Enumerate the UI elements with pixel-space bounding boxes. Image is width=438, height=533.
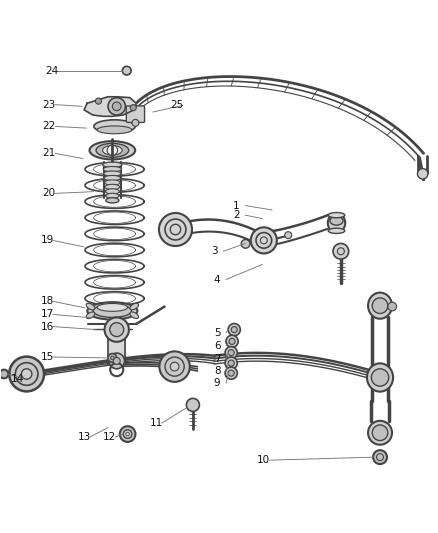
Circle shape bbox=[170, 362, 179, 371]
Ellipse shape bbox=[328, 213, 345, 218]
Text: 12: 12 bbox=[103, 432, 116, 442]
Circle shape bbox=[241, 239, 250, 248]
Circle shape bbox=[285, 232, 292, 239]
Ellipse shape bbox=[86, 312, 95, 319]
Ellipse shape bbox=[104, 175, 120, 181]
Ellipse shape bbox=[105, 184, 120, 190]
Ellipse shape bbox=[103, 166, 121, 172]
Circle shape bbox=[225, 357, 237, 369]
Text: 23: 23 bbox=[43, 100, 56, 110]
Circle shape bbox=[105, 318, 129, 342]
Circle shape bbox=[373, 450, 387, 464]
Circle shape bbox=[226, 335, 238, 348]
Circle shape bbox=[130, 104, 136, 111]
Circle shape bbox=[109, 353, 124, 369]
Text: 9: 9 bbox=[214, 378, 220, 388]
Circle shape bbox=[110, 322, 124, 336]
Circle shape bbox=[0, 370, 8, 378]
Circle shape bbox=[251, 228, 277, 254]
Ellipse shape bbox=[94, 120, 135, 133]
Text: 16: 16 bbox=[41, 321, 54, 332]
Circle shape bbox=[108, 353, 117, 362]
Text: 22: 22 bbox=[43, 122, 56, 131]
Ellipse shape bbox=[103, 162, 122, 167]
Ellipse shape bbox=[96, 143, 129, 157]
Circle shape bbox=[113, 102, 121, 111]
Text: 7: 7 bbox=[214, 354, 220, 364]
Circle shape bbox=[225, 346, 237, 359]
Circle shape bbox=[126, 432, 129, 436]
Ellipse shape bbox=[330, 216, 343, 225]
Circle shape bbox=[159, 213, 192, 246]
Ellipse shape bbox=[86, 303, 95, 310]
Circle shape bbox=[122, 66, 131, 75]
Text: 1: 1 bbox=[233, 200, 240, 211]
Ellipse shape bbox=[93, 304, 131, 318]
Polygon shape bbox=[84, 97, 136, 116]
Ellipse shape bbox=[368, 421, 392, 445]
FancyBboxPatch shape bbox=[126, 106, 145, 123]
Circle shape bbox=[228, 324, 240, 336]
Text: 24: 24 bbox=[45, 66, 58, 76]
Text: 18: 18 bbox=[41, 296, 54, 306]
Ellipse shape bbox=[106, 193, 119, 198]
Ellipse shape bbox=[87, 302, 138, 320]
Circle shape bbox=[372, 298, 388, 313]
Text: 13: 13 bbox=[78, 432, 91, 442]
Text: 17: 17 bbox=[41, 309, 54, 319]
Text: 15: 15 bbox=[41, 352, 54, 362]
Circle shape bbox=[417, 168, 428, 179]
Ellipse shape bbox=[104, 171, 121, 176]
Text: 6: 6 bbox=[214, 341, 220, 351]
Text: 25: 25 bbox=[170, 100, 184, 110]
Ellipse shape bbox=[130, 312, 138, 319]
Circle shape bbox=[225, 367, 237, 379]
Circle shape bbox=[132, 119, 139, 126]
Circle shape bbox=[371, 369, 389, 386]
Text: 3: 3 bbox=[211, 246, 218, 256]
Text: 4: 4 bbox=[214, 274, 220, 285]
Circle shape bbox=[108, 98, 125, 115]
Circle shape bbox=[107, 145, 117, 156]
Ellipse shape bbox=[89, 141, 135, 159]
Circle shape bbox=[228, 370, 234, 376]
Ellipse shape bbox=[106, 198, 119, 203]
Circle shape bbox=[186, 398, 199, 411]
Text: 19: 19 bbox=[41, 236, 54, 245]
Text: 21: 21 bbox=[43, 148, 56, 158]
Circle shape bbox=[120, 426, 135, 442]
Polygon shape bbox=[108, 330, 125, 357]
Circle shape bbox=[21, 369, 32, 379]
Ellipse shape bbox=[367, 364, 393, 392]
Circle shape bbox=[372, 425, 388, 441]
Text: 10: 10 bbox=[257, 455, 270, 465]
Ellipse shape bbox=[130, 303, 138, 310]
Ellipse shape bbox=[105, 180, 120, 185]
Circle shape bbox=[228, 350, 234, 356]
Ellipse shape bbox=[368, 293, 392, 319]
Circle shape bbox=[333, 244, 349, 259]
Circle shape bbox=[159, 351, 190, 382]
Text: 20: 20 bbox=[43, 188, 56, 198]
Circle shape bbox=[229, 338, 235, 344]
Ellipse shape bbox=[328, 228, 345, 233]
Text: 8: 8 bbox=[214, 366, 220, 376]
Text: 5: 5 bbox=[214, 328, 220, 337]
Ellipse shape bbox=[97, 303, 127, 311]
Ellipse shape bbox=[106, 189, 119, 194]
Text: 14: 14 bbox=[11, 374, 24, 384]
Circle shape bbox=[228, 360, 234, 366]
Text: 11: 11 bbox=[149, 418, 162, 428]
Circle shape bbox=[95, 98, 102, 104]
Circle shape bbox=[113, 358, 120, 365]
Circle shape bbox=[231, 327, 237, 333]
Ellipse shape bbox=[97, 126, 132, 134]
Text: 2: 2 bbox=[233, 210, 240, 220]
Circle shape bbox=[388, 302, 396, 311]
Ellipse shape bbox=[102, 146, 122, 155]
Ellipse shape bbox=[328, 213, 345, 233]
Circle shape bbox=[9, 357, 44, 391]
